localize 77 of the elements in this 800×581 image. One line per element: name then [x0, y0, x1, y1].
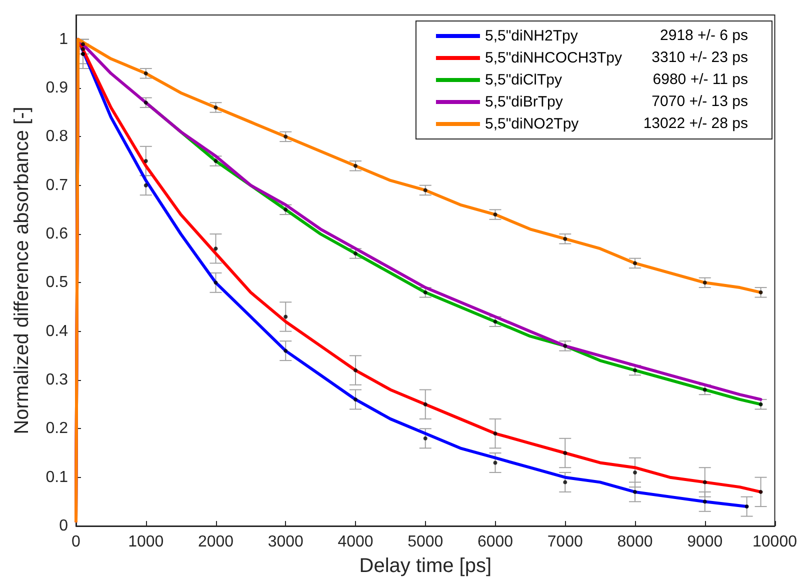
- point: [563, 236, 568, 241]
- legend-label: 5,5"diNH2Tpy: [484, 28, 578, 44]
- point: [758, 490, 763, 494]
- point: [354, 251, 358, 256]
- point: [144, 183, 148, 188]
- point: [702, 388, 707, 392]
- point: [80, 52, 85, 56]
- point: [563, 344, 568, 348]
- point: [214, 105, 218, 110]
- legend-label: 5,5"diBrTpy: [484, 94, 564, 110]
- legend-label: 5,5"diNHCOCH3Tpy: [484, 50, 622, 66]
- y-tick-label: 0.9: [46, 80, 68, 96]
- point: [80, 42, 85, 46]
- x-tick-label: 4000: [338, 534, 374, 550]
- y-axis-title: Normalized difference absorbance [-]: [11, 106, 33, 434]
- x-tick-label: 9000: [687, 534, 723, 550]
- point: [702, 500, 707, 504]
- x-tick-label: 5000: [408, 534, 444, 550]
- point: [633, 261, 638, 266]
- x-tick-label: 3000: [268, 534, 304, 550]
- point: [144, 159, 148, 163]
- point: [423, 436, 428, 440]
- y-tick-label: 0.3: [46, 372, 68, 388]
- y-tick-label: 0: [59, 518, 68, 534]
- point: [214, 246, 218, 251]
- y-tick-label: 1: [59, 30, 68, 48]
- y-tick-label: 0.2: [46, 420, 68, 438]
- x-tick-label: 10000: [752, 534, 798, 550]
- x-tick-label: 7000: [547, 534, 584, 550]
- annotation: 7070 +/- 13 ps: [652, 93, 748, 110]
- point: [563, 451, 568, 455]
- point: [423, 402, 428, 406]
- point: [284, 134, 288, 139]
- annotation: 13022 +/- 28 ps: [643, 115, 748, 132]
- annotation: 6980 +/- 11 ps: [652, 71, 748, 88]
- y-tick-label: 0.4: [46, 322, 68, 340]
- x-tick-label: 8000: [617, 534, 653, 550]
- point: [702, 280, 707, 285]
- point: [80, 47, 85, 52]
- point: [144, 71, 148, 76]
- point: [423, 290, 428, 294]
- legend-label: 5,5"diNO2Tpy: [484, 116, 580, 132]
- point: [633, 470, 638, 474]
- y-tick-label: 0.7: [46, 176, 68, 194]
- y-tick-label: 0.8: [46, 128, 68, 146]
- point: [758, 290, 763, 294]
- point: [144, 100, 148, 105]
- point: [758, 402, 763, 406]
- point: [493, 320, 498, 324]
- point: [423, 188, 428, 192]
- point: [633, 490, 638, 494]
- x-axis-title: Delay time [ps]: [359, 555, 492, 577]
- x-tick-label: 1000: [128, 534, 164, 550]
- point: [493, 212, 498, 217]
- point: [702, 480, 707, 484]
- point: [493, 460, 498, 465]
- point: [214, 280, 218, 285]
- point: [354, 397, 358, 402]
- point: [633, 368, 638, 372]
- x-tick-label: 2000: [198, 534, 234, 550]
- annotation: 3310 +/- 23 ps: [652, 49, 748, 66]
- point: [354, 164, 358, 168]
- point: [354, 368, 358, 372]
- x-tick-label: 6000: [477, 534, 514, 550]
- point: [284, 314, 288, 319]
- legend-label: 5,5"diClTpy: [484, 72, 562, 88]
- y-tick-label: 0.6: [46, 226, 68, 242]
- point: [214, 159, 218, 163]
- point: [284, 348, 288, 353]
- point: [493, 432, 498, 436]
- point: [284, 208, 288, 212]
- annotation: 2918 +/- 6 ps: [660, 27, 748, 44]
- x-tick-label: 0: [72, 534, 81, 550]
- point: [563, 480, 568, 484]
- point: [744, 504, 749, 509]
- y-tick-label: 0.5: [46, 274, 68, 292]
- y-tick-label: 0.1: [46, 468, 68, 486]
